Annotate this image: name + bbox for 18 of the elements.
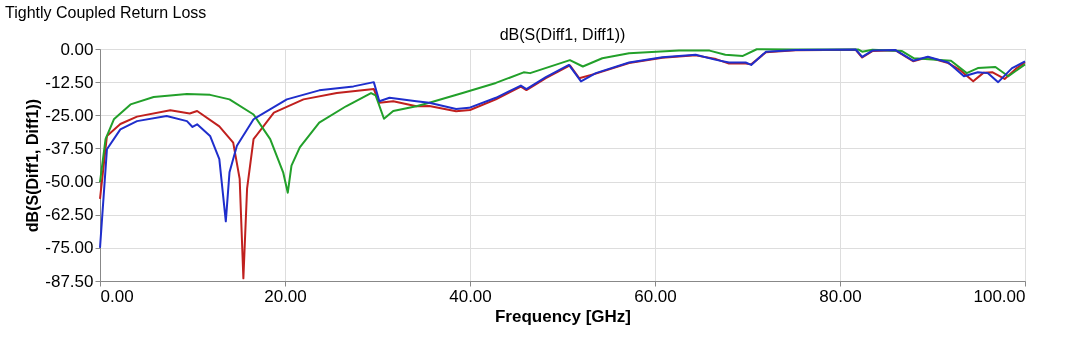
y-axis-title: dB(S(Diff1, Diff1)) xyxy=(24,98,42,233)
x-tick-label: 40.00 xyxy=(449,286,492,306)
chart-subtitle: dB(S(Diff1, Diff1)) xyxy=(499,26,626,43)
y-tick-label: -37.50 xyxy=(45,138,94,158)
x-tick-label: 100.00 xyxy=(973,286,1026,306)
y-tick-label: -12.50 xyxy=(45,72,94,92)
x-axis-title: Frequency [GHz] xyxy=(494,306,632,326)
y-tick-label: -50.00 xyxy=(45,172,94,192)
x-tick-label: 20.00 xyxy=(264,286,307,306)
y-tick-label: -62.50 xyxy=(45,205,94,225)
y-tick-label: -75.00 xyxy=(45,238,94,258)
x-tick-label: 60.00 xyxy=(634,286,677,306)
x-tick-label: 80.00 xyxy=(819,286,862,306)
y-tick-label: -25.00 xyxy=(45,105,94,125)
x-tick-label: 0.00 xyxy=(100,286,134,306)
chart-title: Tightly Coupled Return Loss xyxy=(5,4,207,21)
y-tick-label: 0.00 xyxy=(60,39,94,59)
y-tick-label: -87.50 xyxy=(45,271,94,291)
